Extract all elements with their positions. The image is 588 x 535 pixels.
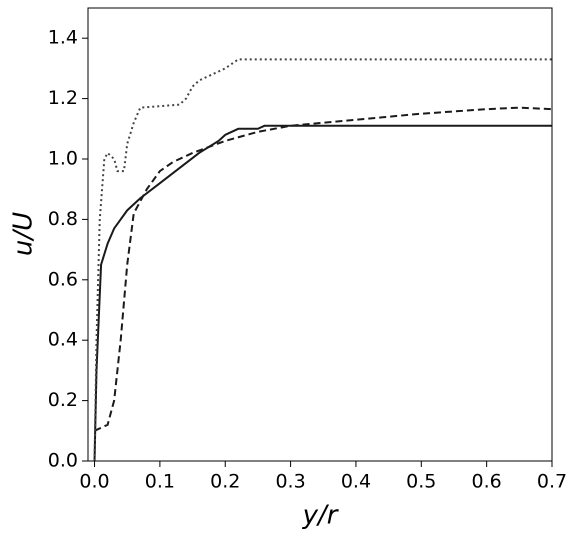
y-tick-label: 0.0 <box>48 450 78 472</box>
x-tick-label: 0.1 <box>145 471 175 493</box>
y-tick-label: 0.8 <box>48 208 78 230</box>
y-tick-label: 0.6 <box>48 268 78 290</box>
y-tick-label: 0.4 <box>48 329 78 351</box>
x-tick-label: 0.6 <box>472 471 502 493</box>
x-tick-label: 0.0 <box>79 471 109 493</box>
y-tick-label: 1.2 <box>48 87 78 109</box>
data-line <box>94 106 553 432</box>
y-tick-label: 1.4 <box>48 27 78 49</box>
data-line <box>93 124 552 462</box>
plot-frame <box>87 7 553 462</box>
x-tick-label: 0.3 <box>275 471 305 493</box>
y-tick-label: 1.0 <box>48 148 78 170</box>
x-axis-title: y/r <box>302 501 340 531</box>
x-tick-label: 0.7 <box>537 471 567 493</box>
y-axis-title: u/U <box>9 212 39 256</box>
data-line <box>93 58 552 462</box>
x-tick-label: 0.2 <box>210 471 240 493</box>
x-tick-label: 0.5 <box>406 471 436 493</box>
y-tick-label: 0.2 <box>48 389 78 411</box>
x-tick-label: 0.4 <box>341 471 371 493</box>
